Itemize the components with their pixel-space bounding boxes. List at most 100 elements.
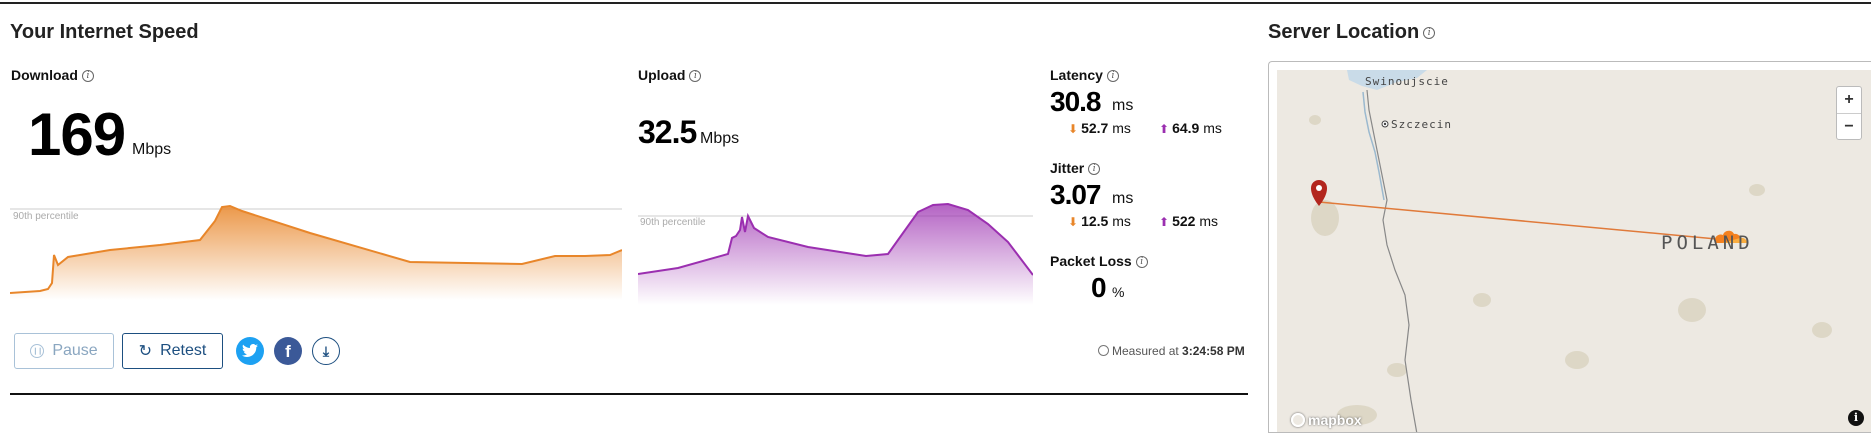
city-dot-icon bbox=[1383, 122, 1387, 126]
packet-loss-label-text: Packet Loss bbox=[1050, 253, 1132, 269]
jitter-label: Jitter i bbox=[1050, 160, 1101, 176]
latency-upload: ⬆ 64.9 ms bbox=[1159, 120, 1222, 136]
map-urban-area bbox=[1337, 405, 1377, 425]
map-urban-area bbox=[1749, 184, 1765, 196]
retest-button[interactable]: ↻ Retest bbox=[122, 333, 223, 369]
map-urban-area bbox=[1387, 363, 1407, 377]
jitter-down-value: 12.5 bbox=[1081, 213, 1109, 229]
pause-icon: ❙❙ bbox=[30, 344, 45, 358]
latency-unit: ms bbox=[1112, 97, 1134, 114]
map-urban-area bbox=[1309, 115, 1321, 125]
download-percentile-label: 90th percentile bbox=[13, 211, 79, 222]
cloudflare-icon bbox=[1714, 230, 1747, 243]
jitter-value: 3.07 bbox=[1050, 179, 1101, 210]
twitter-share-button[interactable] bbox=[236, 337, 264, 365]
map-canvas[interactable]: Swinoujscie Szczecin POLAND + − mapbox i bbox=[1277, 70, 1871, 432]
map-urban-area bbox=[1812, 322, 1832, 338]
jitter-down-unit: ms bbox=[1112, 213, 1131, 229]
pause-label: Pause bbox=[52, 342, 98, 359]
retest-label: Retest bbox=[160, 342, 207, 359]
connection-line bbox=[1318, 201, 1728, 241]
packet-loss-value: 0 bbox=[1091, 272, 1107, 303]
info-icon[interactable]: i bbox=[689, 70, 702, 83]
upload-line bbox=[638, 202, 1033, 276]
measured-prefix: Measured at bbox=[1112, 344, 1179, 358]
latency-value: 30.8 bbox=[1050, 86, 1101, 117]
jitter-label-text: Jitter bbox=[1050, 160, 1085, 176]
server-map[interactable]: Swinoujscie Szczecin POLAND + − mapbox i bbox=[1268, 61, 1871, 433]
map-urban-area bbox=[1678, 298, 1706, 322]
mapbox-icon bbox=[1291, 413, 1305, 427]
refresh-icon: ↻ bbox=[138, 343, 153, 360]
facebook-share-button[interactable]: f bbox=[274, 337, 302, 365]
download-line bbox=[10, 204, 622, 294]
speed-title-text: Your Internet Speed bbox=[10, 21, 199, 43]
upload-value: 32.5 bbox=[638, 114, 697, 150]
info-icon[interactable]: i bbox=[1135, 256, 1148, 269]
latency-download: ⬇ 52.7 ms bbox=[1068, 120, 1131, 136]
facebook-icon: f bbox=[285, 342, 291, 361]
packet-loss-label: Packet Loss i bbox=[1050, 253, 1148, 269]
latency-down-value: 52.7 bbox=[1081, 120, 1109, 136]
latency-down-unit: ms bbox=[1112, 120, 1131, 136]
location-pin-icon bbox=[1311, 180, 1327, 206]
map-urban-area bbox=[1311, 200, 1339, 236]
map-attribution-button[interactable]: i bbox=[1848, 410, 1864, 426]
map-water bbox=[1347, 70, 1427, 90]
jitter-upload: ⬆ 522 ms bbox=[1159, 213, 1218, 229]
clock-icon bbox=[1098, 345, 1109, 356]
upload-chart bbox=[638, 202, 1033, 305]
upload-arrow-icon: ⬆ bbox=[1159, 122, 1170, 136]
zoom-control: + − bbox=[1836, 86, 1862, 140]
mapbox-logo[interactable]: mapbox bbox=[1291, 412, 1362, 428]
latency-up-value: 64.9 bbox=[1172, 120, 1200, 136]
measured-at: Measured at 3:24:58 PM bbox=[1098, 344, 1245, 358]
info-icon[interactable]: i bbox=[1088, 163, 1101, 176]
speed-section-title: Your Internet Speed bbox=[10, 21, 199, 44]
upload-unit: Mbps bbox=[700, 130, 740, 147]
server-section-title: Server Location i bbox=[1268, 21, 1436, 44]
map-urban-area bbox=[1473, 293, 1491, 307]
latency-label-text: Latency bbox=[1050, 67, 1103, 83]
latency-up-unit: ms bbox=[1203, 120, 1222, 136]
top-divider bbox=[0, 2, 1871, 4]
twitter-icon bbox=[242, 344, 258, 357]
upload-label-text: Upload bbox=[638, 67, 686, 83]
map-border bbox=[1366, 89, 1418, 432]
download-label: Download i bbox=[11, 67, 94, 83]
download-arrow-icon: ⬇ bbox=[1068, 215, 1079, 229]
bottom-divider bbox=[10, 393, 1248, 395]
upload-percentile-label: 90th percentile bbox=[640, 217, 706, 228]
map-river bbox=[1362, 91, 1385, 201]
upload-arrow-icon: ⬆ bbox=[1159, 215, 1170, 229]
latency-label: Latency i bbox=[1050, 67, 1119, 83]
upload-area bbox=[638, 204, 1033, 305]
zoom-in-button[interactable]: + bbox=[1844, 91, 1854, 108]
map-label-szczecin: Szczecin bbox=[1391, 118, 1452, 131]
server-title-text: Server Location bbox=[1268, 21, 1420, 43]
zoom-out-button[interactable]: − bbox=[1837, 113, 1861, 139]
download-unit: Mbps bbox=[132, 141, 172, 158]
download-results-button[interactable]: ⤓ bbox=[312, 337, 340, 365]
download-label-text: Download bbox=[11, 67, 78, 83]
jitter-unit: ms bbox=[1112, 190, 1134, 207]
upload-label: Upload i bbox=[638, 67, 702, 83]
download-arrow-icon: ⬇ bbox=[1068, 122, 1079, 136]
info-icon[interactable]: i bbox=[81, 70, 94, 83]
pause-button[interactable]: ❙❙ Pause bbox=[14, 333, 114, 369]
jitter-download: ⬇ 12.5 ms bbox=[1068, 213, 1131, 229]
packet-loss-unit: % bbox=[1112, 284, 1125, 300]
info-icon[interactable]: i bbox=[1106, 70, 1119, 83]
map-label-swinoujscie: Swinoujscie bbox=[1365, 75, 1449, 88]
map-label-country: POLAND bbox=[1661, 232, 1754, 254]
mapbox-logo-text: mapbox bbox=[1308, 412, 1362, 428]
download-value: 169 bbox=[28, 101, 126, 168]
download-icon: ⤓ bbox=[322, 342, 330, 359]
download-area bbox=[10, 206, 622, 300]
measured-time: 3:24:58 PM bbox=[1182, 344, 1245, 358]
jitter-up-value: 522 bbox=[1172, 213, 1196, 229]
jitter-up-unit: ms bbox=[1199, 213, 1218, 229]
map-graphics bbox=[1309, 70, 1832, 432]
info-icon[interactable]: i bbox=[1423, 26, 1436, 39]
